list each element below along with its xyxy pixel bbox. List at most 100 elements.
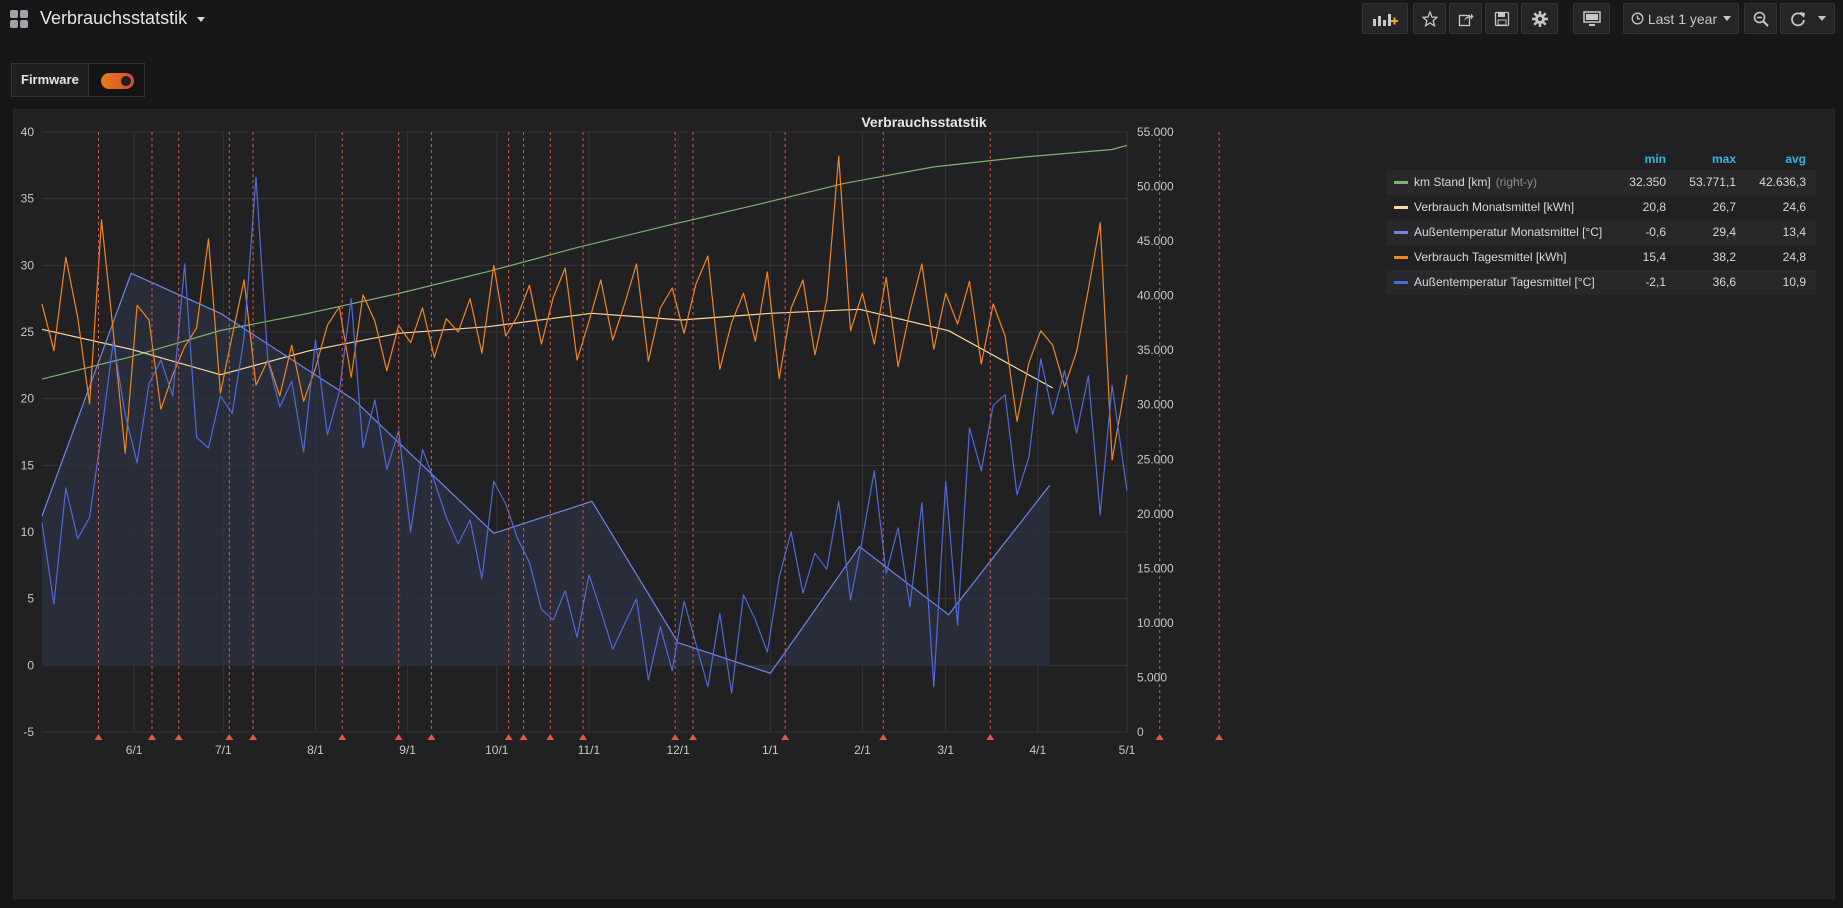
legend-min-value: -2,1 [1645,275,1666,289]
legend-avg-value: 10,9 [1782,275,1806,289]
refresh-button[interactable] [1780,3,1835,34]
x-tick-label: 9/1 [399,743,416,757]
annotation-marker [986,734,995,740]
tv-icon [1582,10,1601,26]
legend-max-value: 53.771,1 [1689,175,1736,189]
add-panel-button[interactable] [1362,3,1408,34]
x-tick-label: 8/1 [307,743,324,757]
legend-col-avg[interactable]: avg [1785,152,1806,166]
y-left-tick-label: 40 [21,125,35,139]
save-icon [1494,11,1509,26]
y-right-tick-label: 30.000 [1137,398,1174,412]
y-right-tick-label: 20.000 [1137,507,1174,521]
dashboard-title[interactable]: Verbrauchsstatstik [40,8,188,28]
legend-series-name[interactable]: Außentemperatur Tagesmittel [°C] [1414,275,1595,289]
annotation-marker [94,734,103,740]
annotation-marker [671,734,680,740]
y-right-tick-label: 25.000 [1137,452,1174,466]
legend-series-name[interactable]: Verbrauch Monatsmittel [kWh] [1414,200,1575,214]
x-tick-label: 3/1 [937,743,954,757]
annotation-marker [546,734,555,740]
save-button[interactable] [1485,3,1518,34]
annotation-marker [174,734,183,740]
clock-icon [1631,12,1644,25]
legend-col-min[interactable]: min [1644,152,1666,166]
y-left-tick-label: 0 [27,658,34,672]
chevron-down-icon[interactable] [197,17,205,22]
add-panel-icon [1373,13,1398,26]
x-tick-label: 5/1 [1119,743,1136,757]
y-right-tick-label: 55.000 [1137,125,1174,139]
annotation-marker [504,734,513,740]
y-right-tick-label: 35.000 [1137,343,1174,357]
legend-max-value: 38,2 [1712,250,1736,264]
annotation-marker [1155,734,1164,740]
share-button[interactable] [1449,3,1482,34]
legend-series-name[interactable]: Außentemperatur Monatsmittel [°C] [1414,225,1603,239]
legend-swatch[interactable] [1394,256,1408,259]
toggle-switch[interactable] [100,73,134,89]
y-right-tick-label: 5.000 [1137,670,1167,684]
time-range-label: Last 1 year [1647,10,1718,27]
legend-item[interactable]: Außentemperatur Monatsmittel [°C] -0,6 29,… [1386,220,1816,245]
star-button[interactable] [1413,3,1446,34]
zoom-out-button[interactable] [1744,3,1777,34]
chevron-down-icon [1723,16,1732,21]
annotation-marker [249,734,258,740]
series-line-0 [41,144,1128,380]
legend-item[interactable]: Verbrauch Monatsmittel [kWh] 20,8 26,7 24,6 [1386,195,1816,220]
y-right-tick-label: 15.000 [1137,561,1174,575]
legend-avg-value: 24,6 [1782,200,1806,214]
legend-item[interactable]: Außentemperatur Tagesmittel [°C] -2,1 36,6… [1386,270,1816,295]
y-left-tick-label: 5 [27,592,34,606]
y-left-tick-label: 25 [21,325,35,339]
x-tick-label: 12/1 [666,743,690,757]
star-icon [1421,10,1438,27]
legend-min-value: -0,6 [1645,225,1666,239]
graph-panel: Verbrauchsstatstik 40 35 30 25 20 15 10 5 0 -5 55.… [13,109,1835,899]
gear-icon [1531,10,1548,27]
refresh-icon [1790,11,1805,26]
y-left-tick-label: 30 [21,258,35,272]
y-right-tick-label: 10.000 [1137,616,1174,630]
legend-swatch[interactable] [1394,181,1408,184]
legend-min-value: 15,4 [1642,250,1666,264]
annotation-marker [519,734,528,740]
time-picker-button[interactable]: Last 1 year [1623,3,1739,34]
legend-header: min max avg [1386,148,1816,170]
annotation-marker [147,734,156,740]
annotation-marker [689,734,697,740]
annotation-marker [338,734,347,740]
graph-canvas[interactable]: 40 35 30 25 20 15 10 5 0 -5 55.000 50.000 45.000 40.0… [14,110,1384,900]
legend-col-max[interactable]: max [1711,152,1736,166]
series-area-2 [42,273,1050,674]
y-right-tick-label: 50.000 [1137,180,1174,194]
y-left-tick-label: 35 [21,192,35,206]
legend-swatch[interactable] [1394,281,1408,284]
dashboard-navbar: Verbrauchsstatstik Last 1 year [0,0,1843,42]
annotation-marker [225,734,234,740]
legend-axis-hint: (right-y) [1495,175,1538,189]
legend-series-name[interactable]: km Stand [km] (right-y) [1414,175,1538,189]
legend-item[interactable]: Verbrauch Tagesmittel [kWh] 15,4 38,2 24,8 [1386,245,1816,270]
legend-max-value: 36,6 [1712,275,1736,289]
annotation-marker [781,734,790,740]
view-mode-button[interactable] [1573,3,1610,34]
x-tick-label: 4/1 [1029,743,1046,757]
annotation-marker [394,734,403,740]
legend-swatch[interactable] [1394,206,1408,209]
x-tick-label: 1/1 [762,743,779,757]
dashboard-grid-icon[interactable] [10,10,29,29]
panel-title[interactable]: Verbrauchsstatstik [861,114,987,130]
settings-button[interactable] [1521,3,1558,34]
y-left-tick-label: 10 [21,525,35,539]
legend-swatch[interactable] [1394,231,1408,234]
legend-avg-value: 42.636,3 [1759,175,1806,189]
legend-series-name[interactable]: Verbrauch Tagesmittel [kWh] [1414,250,1567,264]
firmware-toggle[interactable] [88,63,145,97]
legend-item[interactable]: km Stand [km] (right-y) 32.350 53.771,1 42.6… [1386,170,1816,195]
y-right-tick-label: 0 [1137,725,1144,739]
annotation-marker [427,734,436,740]
toggle-knob [120,76,131,86]
chevron-down-icon [1817,16,1826,21]
